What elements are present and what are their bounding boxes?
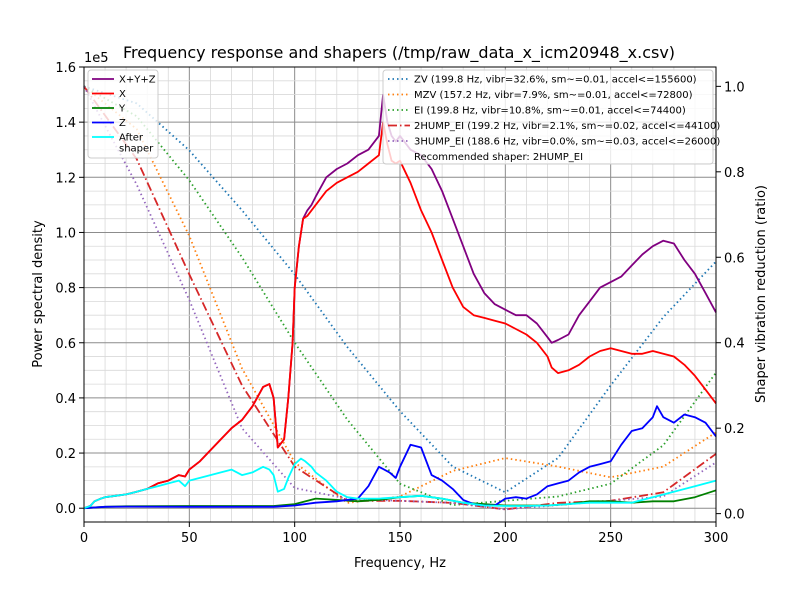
y-tick-label: 1.6 xyxy=(55,61,76,76)
y-axis-ticks: 0.0 0.2 0.4 0.6 0.8 1.0 1.2 1.4 1.6 xyxy=(55,61,84,517)
x-tick-label: 0 xyxy=(80,531,88,546)
legend-entry: 2HUMP_EI (199.2 Hz, vibr=2.1%, sm~=0.02,… xyxy=(414,121,720,132)
x-tick-label: 200 xyxy=(493,531,518,546)
legend-entry: MZV (157.2 Hz, vibr=7.9%, sm~=0.01, acce… xyxy=(414,90,693,101)
legend-entry: Y xyxy=(118,104,126,115)
legend-entry: Z xyxy=(119,118,126,129)
legend-psd-box xyxy=(87,69,159,159)
psd-series-line xyxy=(83,121,717,510)
y2-tick-label: 0.8 xyxy=(724,166,745,181)
legend-shapers-box xyxy=(382,69,714,165)
grid xyxy=(83,66,717,522)
legend-psd: X+Y+Z XYZ After shaper xyxy=(87,69,159,159)
y-tick-label: 0.4 xyxy=(55,392,76,407)
psd-curves xyxy=(83,93,717,510)
y2-axis-ticks: 0.0 0.2 0.4 0.6 0.8 1.0 xyxy=(716,80,745,523)
legend-entry: X xyxy=(119,89,126,100)
recommended-shaper-text: Recommended shaper: 2HUMP_EI xyxy=(414,152,583,163)
x-tick-label: 50 xyxy=(181,531,198,546)
y2-tick-label: 0.6 xyxy=(724,251,745,266)
legend-shapers: ZV (199.8 Hz, vibr=32.6%, sm~=0.01, acce… xyxy=(382,69,720,165)
y-offset-text: 1e5 xyxy=(84,51,109,66)
legend-entry: EI (199.8 Hz, vibr=10.8%, sm~=0.01, acce… xyxy=(414,106,686,117)
x-tick-label: 150 xyxy=(388,531,413,546)
x-axis-label: Frequency, Hz xyxy=(354,556,446,571)
y-tick-label: 1.2 xyxy=(55,171,76,186)
y2-axis-label: Shaper vibration reduction (ratio) xyxy=(754,185,769,403)
legend-entry: After shaper xyxy=(119,133,154,155)
y-tick-label: 1.4 xyxy=(55,116,76,131)
x-tick-label: 250 xyxy=(598,531,623,546)
y2-tick-label: 0.0 xyxy=(724,508,745,523)
y2-tick-label: 0.2 xyxy=(724,422,745,437)
y-tick-label: 0.8 xyxy=(55,282,76,297)
x-axis-ticks: 0 50 100 150 200 250 300 xyxy=(80,522,729,546)
legend-entry: X+Y+Z xyxy=(119,75,156,86)
y-tick-label: 1.0 xyxy=(55,226,76,241)
y2-tick-label: 0.4 xyxy=(724,337,745,352)
y-tick-label: 0.6 xyxy=(55,337,76,352)
x-tick-label: 100 xyxy=(282,531,307,546)
x-tick-label: 300 xyxy=(704,531,729,546)
y-axis-label: Power spectral density xyxy=(31,220,46,368)
legend-entry: ZV (199.8 Hz, vibr=32.6%, sm~=0.01, acce… xyxy=(414,75,697,86)
y2-tick-label: 1.0 xyxy=(724,80,745,95)
psd-series-line xyxy=(83,457,717,510)
legend-entry: 3HUMP_EI (188.6 Hz, vibr=0.0%, sm~=0.03,… xyxy=(414,137,720,148)
chart-title: Frequency response and shapers (/tmp/raw… xyxy=(123,43,675,63)
shaper-series-line xyxy=(83,85,717,507)
y-tick-label: 0.2 xyxy=(55,447,76,462)
y-tick-label: 0.0 xyxy=(55,502,76,517)
